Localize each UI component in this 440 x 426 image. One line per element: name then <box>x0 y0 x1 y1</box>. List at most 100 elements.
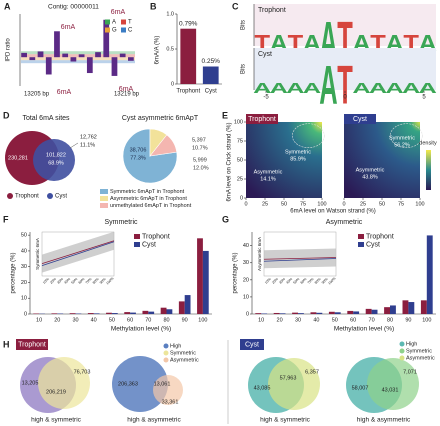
label: 13205 bp <box>24 92 50 98</box>
x-tick-label: Trophont <box>176 89 200 95</box>
label: 90% <box>99 277 107 285</box>
legend-dot <box>163 357 169 363</box>
legend-dot <box>7 193 13 199</box>
x-tick-label: 100 <box>415 201 424 207</box>
label: Asymmetric <box>170 357 199 363</box>
legend-swatch <box>100 189 108 194</box>
y-tick-label: 25 <box>237 176 243 182</box>
label: B <box>150 1 157 11</box>
x-tick-label: 40 <box>313 317 319 323</box>
legend-swatch <box>121 19 126 25</box>
y-tick-label: 50 <box>21 233 27 239</box>
value-label: 0.79% <box>179 20 198 27</box>
y-tick-label: 30 <box>243 260 249 266</box>
label: 40% <box>285 277 293 285</box>
logo-letter: A <box>286 80 304 96</box>
label: Cyst <box>366 241 380 248</box>
x-tick-label: 80 <box>163 317 169 323</box>
value-label: 0.25% <box>202 58 221 65</box>
x-tick-label: 60 <box>127 317 133 323</box>
logo-panel <box>254 4 436 46</box>
logo-letter: A <box>253 80 271 96</box>
logo-letter: A <box>369 80 387 96</box>
bar <box>111 313 118 314</box>
x-tick-label: 10 <box>36 317 42 323</box>
label: high & symmetric <box>260 417 311 424</box>
logo-letter: A <box>352 80 370 96</box>
label: 10% <box>42 277 50 285</box>
bar <box>384 307 390 314</box>
inset-line <box>41 240 115 265</box>
legend-dot <box>399 348 405 354</box>
label: 80% <box>314 277 322 285</box>
x-tick-label: 50 <box>332 317 338 323</box>
x-tick-label: 75 <box>300 201 306 207</box>
label: 33,361 <box>162 399 179 405</box>
x-tick-label: 30 <box>72 317 78 323</box>
bar <box>202 66 219 84</box>
label: Asymmetric 6mApT in Trophont <box>110 196 187 202</box>
bar <box>353 311 360 314</box>
bar <box>316 312 323 314</box>
label: 12,762 <box>80 134 97 140</box>
x-tick-label: 75 <box>398 201 404 207</box>
label: E <box>222 110 228 120</box>
label: 50% <box>292 277 300 285</box>
label: 11.1% <box>80 142 95 148</box>
x-tick-label: 25 <box>360 201 366 207</box>
x-tick-label: 100 <box>198 317 207 323</box>
heatmap-title: Cyst <box>353 116 367 123</box>
label: High <box>406 341 417 347</box>
legend-swatch <box>358 234 364 239</box>
legend-swatch <box>100 203 108 208</box>
heatmap-tag <box>344 114 376 124</box>
bar <box>202 250 209 314</box>
label: Symmetric <box>170 350 196 356</box>
ipd-bar <box>37 51 44 58</box>
label: Trophont <box>18 341 46 348</box>
logo-title: Trophont <box>258 7 286 14</box>
label: 56.2% <box>394 142 410 148</box>
ipd-bar <box>45 57 52 75</box>
logo-letter: T <box>337 55 353 115</box>
axis-line <box>69 142 79 149</box>
x-tick-label: 50 <box>281 201 287 207</box>
bar <box>69 313 76 314</box>
venn-circle <box>268 358 320 410</box>
bar <box>347 310 354 314</box>
bar <box>197 238 203 314</box>
label: Methylation level (%) <box>111 326 171 333</box>
label: 6mA <box>61 24 76 31</box>
label: 6mA level on Watson strand (%) <box>290 209 375 215</box>
label: 77.3% <box>130 155 146 161</box>
label: Bits <box>241 20 247 30</box>
x-tick-label: 0 <box>342 201 345 207</box>
venn-circle <box>38 357 90 409</box>
x-tick-label: 70 <box>369 317 375 323</box>
group-tag <box>240 339 264 350</box>
y-tick-label: 20 <box>21 280 27 286</box>
label: Symmetric <box>285 149 311 155</box>
legend-swatch <box>134 242 140 247</box>
label: 20% <box>49 277 57 285</box>
y-tick-label: 0 <box>24 311 27 317</box>
x-tick-label: 20 <box>277 317 283 323</box>
label: A <box>4 1 11 11</box>
venn-cyst <box>33 139 75 181</box>
x-tick-label: 25 <box>262 201 268 207</box>
bar <box>371 309 378 314</box>
heatmap-tag <box>246 114 278 124</box>
inset-line <box>263 257 337 260</box>
x-tick-label: 50 <box>379 201 385 207</box>
legend-dot <box>47 193 53 199</box>
label: 68.9% <box>48 160 64 166</box>
ipd-bar <box>128 57 134 61</box>
label: Symmetric <box>406 348 432 354</box>
x-tick-label: 50 <box>109 317 115 323</box>
label: Asymmetric <box>326 219 363 226</box>
bar <box>426 235 433 314</box>
label: Total 6mA sites <box>22 115 70 122</box>
x-tick-label: 40 <box>91 317 97 323</box>
label: Symmetric <box>389 135 415 141</box>
